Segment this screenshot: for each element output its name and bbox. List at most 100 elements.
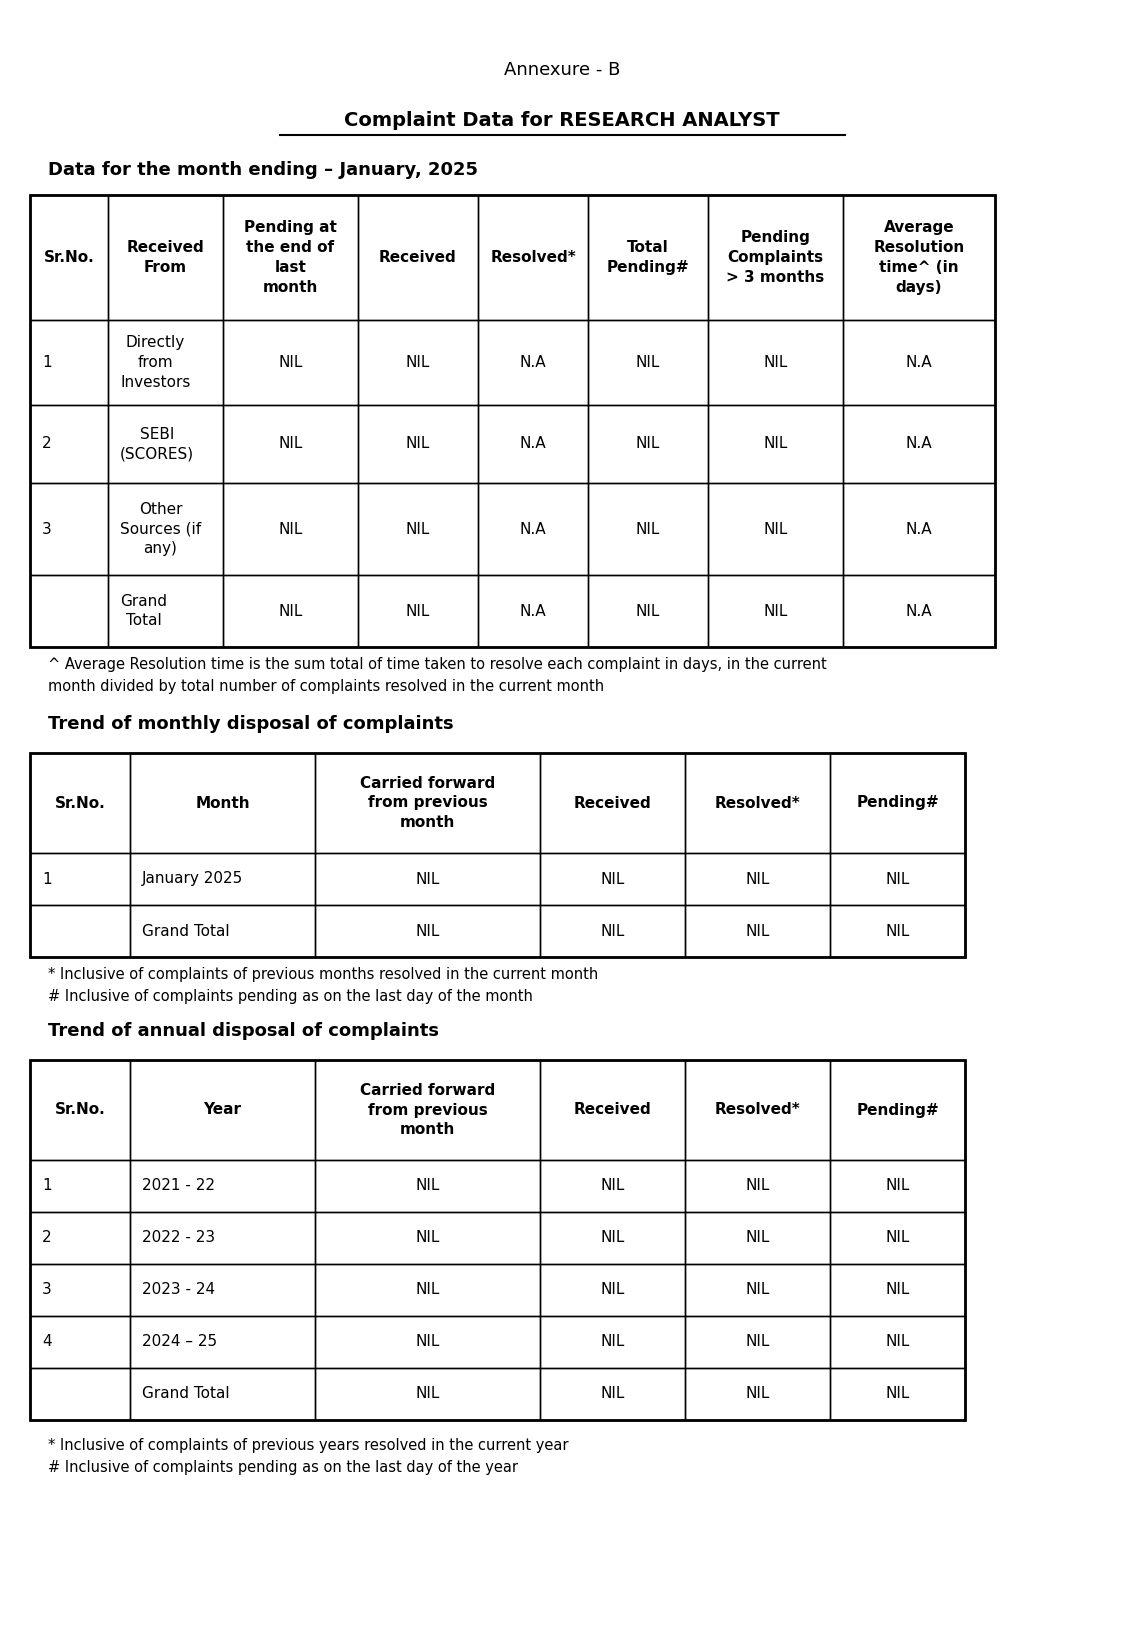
Bar bbox=[478, 405, 588, 483]
Text: Pending
Complaints
> 3 months: Pending Complaints > 3 months bbox=[727, 231, 825, 284]
Text: NIL: NIL bbox=[406, 522, 430, 536]
Text: Resolved*: Resolved* bbox=[490, 250, 576, 265]
Text: 4: 4 bbox=[42, 1334, 52, 1349]
Text: NIL: NIL bbox=[763, 522, 787, 536]
Bar bbox=[30, 1060, 965, 1420]
Text: January 2025: January 2025 bbox=[142, 871, 243, 887]
Text: NIL: NIL bbox=[278, 603, 303, 619]
Bar bbox=[358, 575, 478, 647]
Bar bbox=[540, 1060, 685, 1160]
Text: * Inclusive of complaints of previous months resolved in the current month
# Inc: * Inclusive of complaints of previous mo… bbox=[48, 967, 598, 1004]
Text: Year: Year bbox=[204, 1102, 242, 1118]
Text: 3: 3 bbox=[42, 522, 52, 536]
Text: NIL: NIL bbox=[745, 1282, 770, 1297]
Bar bbox=[30, 320, 108, 405]
Text: NIL: NIL bbox=[885, 1386, 910, 1401]
Bar bbox=[30, 575, 108, 647]
Bar bbox=[830, 752, 965, 853]
Bar bbox=[708, 483, 843, 575]
Bar bbox=[30, 752, 130, 853]
Text: NIL: NIL bbox=[415, 871, 440, 887]
Bar bbox=[830, 905, 965, 957]
Text: Directly
from
Investors: Directly from Investors bbox=[120, 335, 190, 390]
Bar bbox=[223, 405, 358, 483]
Bar bbox=[130, 1160, 315, 1212]
Text: 1: 1 bbox=[42, 354, 52, 370]
Bar bbox=[223, 195, 358, 320]
Text: Average
Resolution
time^ (in
days): Average Resolution time^ (in days) bbox=[873, 221, 964, 294]
Text: N.A: N.A bbox=[906, 354, 933, 370]
Bar bbox=[540, 853, 685, 905]
Bar bbox=[358, 320, 478, 405]
Text: NIL: NIL bbox=[885, 1178, 910, 1193]
Text: NIL: NIL bbox=[601, 1386, 624, 1401]
Bar bbox=[108, 483, 223, 575]
Bar bbox=[540, 752, 685, 853]
Bar bbox=[30, 195, 108, 320]
Bar bbox=[108, 195, 223, 320]
Text: 3: 3 bbox=[42, 1282, 52, 1297]
Text: Total
Pending#: Total Pending# bbox=[606, 240, 690, 275]
Text: NIL: NIL bbox=[636, 437, 660, 452]
Bar bbox=[223, 483, 358, 575]
Bar bbox=[540, 1212, 685, 1264]
Bar bbox=[30, 1060, 130, 1160]
Bar bbox=[30, 905, 130, 957]
Bar bbox=[30, 483, 108, 575]
Text: Other
Sources (if
any): Other Sources (if any) bbox=[120, 502, 201, 556]
Bar bbox=[30, 1160, 130, 1212]
Text: Received: Received bbox=[379, 250, 457, 265]
Bar bbox=[685, 905, 830, 957]
Text: NIL: NIL bbox=[745, 1386, 770, 1401]
Bar bbox=[588, 483, 708, 575]
Text: Grand
Total: Grand Total bbox=[120, 593, 166, 629]
Text: 1: 1 bbox=[42, 1178, 52, 1193]
Text: NIL: NIL bbox=[415, 1282, 440, 1297]
Bar bbox=[108, 405, 223, 483]
Bar bbox=[830, 1316, 965, 1368]
Bar bbox=[130, 1316, 315, 1368]
Text: NIL: NIL bbox=[885, 1230, 910, 1245]
Bar bbox=[315, 1160, 540, 1212]
Bar bbox=[315, 752, 540, 853]
Bar bbox=[130, 1264, 315, 1316]
Bar bbox=[358, 405, 478, 483]
Text: NIL: NIL bbox=[636, 522, 660, 536]
Bar bbox=[315, 1368, 540, 1420]
Bar bbox=[708, 405, 843, 483]
Text: NIL: NIL bbox=[885, 1282, 910, 1297]
Text: N.A: N.A bbox=[906, 437, 933, 452]
Bar bbox=[685, 1368, 830, 1420]
Bar bbox=[708, 195, 843, 320]
Text: NIL: NIL bbox=[745, 923, 770, 939]
Text: NIL: NIL bbox=[415, 1230, 440, 1245]
Text: NIL: NIL bbox=[745, 1178, 770, 1193]
Bar bbox=[685, 1212, 830, 1264]
Text: 2: 2 bbox=[42, 1230, 52, 1245]
Text: Data for the month ending – January, 2025: Data for the month ending – January, 202… bbox=[48, 161, 478, 179]
Bar bbox=[843, 320, 994, 405]
Text: N.A: N.A bbox=[520, 354, 547, 370]
Bar bbox=[130, 905, 315, 957]
Text: NIL: NIL bbox=[636, 354, 660, 370]
Bar bbox=[685, 752, 830, 853]
Bar bbox=[358, 483, 478, 575]
Text: Complaint Data for RESEARCH ANALYST: Complaint Data for RESEARCH ANALYST bbox=[344, 111, 780, 130]
Bar bbox=[708, 575, 843, 647]
Text: NIL: NIL bbox=[763, 354, 787, 370]
Text: NIL: NIL bbox=[745, 871, 770, 887]
Text: Received: Received bbox=[574, 796, 651, 811]
Bar bbox=[30, 1316, 130, 1368]
Bar bbox=[223, 320, 358, 405]
Text: N.A: N.A bbox=[906, 522, 933, 536]
Text: NIL: NIL bbox=[415, 1334, 440, 1349]
Bar bbox=[315, 1264, 540, 1316]
Text: ^ Average Resolution time is the sum total of time taken to resolve each complai: ^ Average Resolution time is the sum tot… bbox=[48, 656, 827, 694]
Bar bbox=[685, 1316, 830, 1368]
Text: NIL: NIL bbox=[406, 603, 430, 619]
Bar bbox=[223, 575, 358, 647]
Text: NIL: NIL bbox=[278, 522, 303, 536]
Bar bbox=[588, 195, 708, 320]
Bar bbox=[30, 853, 130, 905]
Bar bbox=[540, 1160, 685, 1212]
